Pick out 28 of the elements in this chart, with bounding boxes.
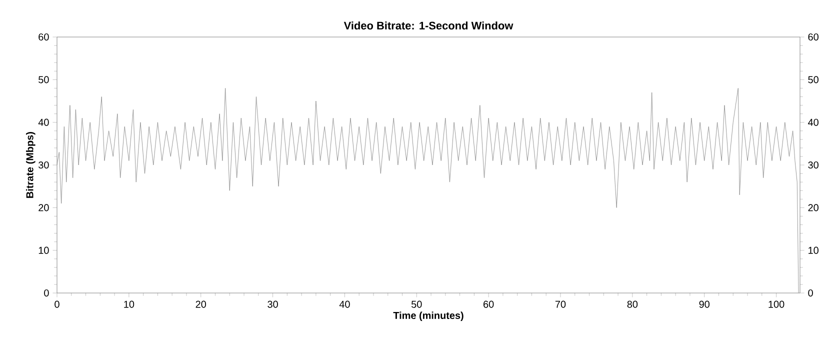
y2-tick-label: 10 [808, 246, 818, 254]
x-tick-label: 90 [699, 300, 710, 308]
y-tick-label: 10 [38, 246, 49, 254]
x-tick-label: 60 [484, 300, 494, 308]
y-tick-label: 50 [38, 76, 49, 84]
x-axis-title: Time (minutes) [393, 312, 464, 321]
x-tick-label: 30 [268, 300, 278, 308]
x-tick-label: 0 [54, 300, 60, 308]
y2-tick-label: 60 [808, 33, 818, 41]
x-tick-label: 50 [412, 300, 422, 308]
y2-tick-label: 20 [808, 204, 818, 212]
x-tick-label: 100 [768, 300, 784, 308]
x-tick-label: 20 [196, 300, 206, 308]
y-tick-label: 20 [38, 204, 49, 212]
y-tick-label: 60 [38, 33, 49, 41]
x-tick-label: 80 [627, 300, 638, 308]
x-tick-label: 10 [124, 300, 134, 308]
x-tick-label: 40 [339, 300, 350, 308]
x-tick-label: 70 [555, 300, 566, 308]
y-axis-title: Bitrate (Mbps) [26, 132, 36, 198]
y-tick-label: 40 [38, 118, 49, 126]
y-tick-label: 30 [38, 161, 49, 169]
chart-title: Video Bitrate: 1-Second Window [344, 21, 514, 30]
y2-tick-label: 30 [808, 161, 818, 169]
y2-tick-label: 0 [808, 289, 813, 297]
y2-tick-label: 40 [808, 118, 818, 126]
y-tick-label: 0 [44, 289, 49, 297]
y2-tick-label: 50 [808, 76, 818, 84]
